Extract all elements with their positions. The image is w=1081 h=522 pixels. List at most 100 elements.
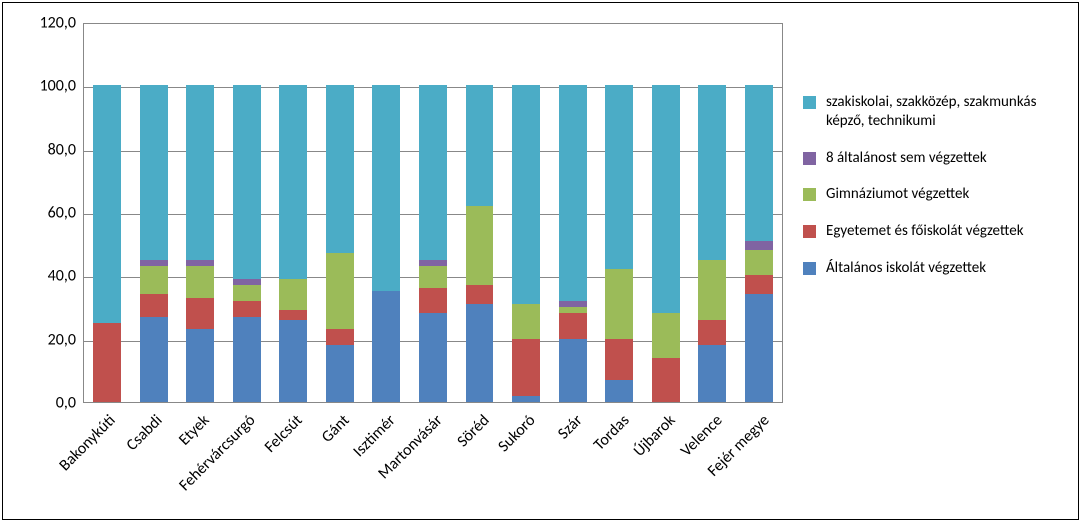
bar-segment-egyetem [605,339,633,380]
category-label: Csabdi [123,411,167,455]
bar-segment-egyetem [186,298,214,330]
bar-slot [363,24,410,402]
bar-segment-szakiskola [419,85,447,259]
bar-segment-gimnazium [466,206,494,285]
bar-segment-egyetem [140,294,168,316]
ytick-label: 60,0 [21,204,76,223]
bar-segment-altalanos [512,396,540,402]
bar-slot [317,24,364,402]
bar-segment-szakiskola [745,85,773,240]
stacked-bar [279,85,307,402]
xlabel-slot: Tordas [596,405,643,515]
bar-segment-szakiskola [652,85,680,313]
bar-segment-altalanos [186,329,214,402]
stacked-bar [698,85,726,402]
bar-segment-egyetem [279,310,307,320]
stacked-bar [326,85,354,402]
ytick-label: 80,0 [21,140,76,159]
bar-segment-altalanos [279,320,307,402]
bar-segment-gimnazium [745,250,773,275]
bar-segment-altalanos [233,317,261,403]
stacked-bar [512,85,540,402]
bar-slot [270,24,317,402]
legend-item-nyolc_alatt: 8 általánost sem végzettek [803,149,1063,168]
chart-frame: 0,020,040,060,080,0100,0120,0 Bakonykúti… [2,2,1079,520]
bar-segment-altalanos [605,380,633,402]
bar-slot [410,24,457,402]
bar-segment-altalanos [559,339,587,402]
bar-segment-szakiskola [140,85,168,259]
stacked-bar [652,85,680,402]
stacked-bar [559,85,587,402]
legend-label: szakiskolai, szakközép, szakmunkás képző… [826,93,1063,131]
xlabel-slot: Csabdi [130,405,177,515]
bar-segment-nyolc_alatt [745,241,773,251]
xlabel-slot: Bakonykúti [83,405,130,515]
bar-segment-szakiskola [233,85,261,278]
bar-segment-altalanos [372,291,400,402]
stacked-bar [605,85,633,402]
category-label: Bakonykúti [56,411,120,475]
stacked-bar [419,85,447,402]
bars-row [84,24,782,402]
legend-swatch [803,188,816,201]
bar-segment-szakiskola [466,85,494,205]
bar-slot [131,24,178,402]
bar-segment-szakiskola [512,85,540,304]
bar-segment-egyetem [326,329,354,345]
stacked-bar [233,85,261,402]
bar-segment-egyetem [512,339,540,396]
bar-slot [596,24,643,402]
ytick-label: 20,0 [21,330,76,349]
bar-segment-altalanos [419,313,447,402]
bar-segment-szakiskola [93,85,121,323]
legend-label: Általános iskolát végzettek [826,259,1063,278]
bar-slot [503,24,550,402]
category-label: Tordas [590,411,633,454]
ytick-label: 40,0 [21,267,76,286]
bar-slot [456,24,503,402]
stacked-bar [140,85,168,402]
bar-segment-egyetem [93,323,121,402]
bar-segment-gimnazium [652,313,680,357]
legend-label: Egyetemet és főiskolát végzettek [826,222,1063,241]
xlabel-slot: Felcsút [270,405,317,515]
bar-segment-egyetem [419,288,447,313]
bar-segment-szakiskola [186,85,214,259]
xlabel-slot: Söréd [456,405,503,515]
category-label: Szár [554,411,586,443]
category-label: Gánt [318,411,354,447]
bar-segment-gimnazium [605,269,633,339]
bar-segment-szakiskola [372,85,400,291]
legend-swatch [803,152,816,165]
legend-item-gimnazium: Gimnáziumot végzettek [803,185,1063,204]
ytick-label: 100,0 [21,77,76,96]
category-label: Söréd [453,411,493,451]
bar-segment-egyetem [466,285,494,304]
xlabel-slot: Gánt [316,405,363,515]
bar-segment-gimnazium [140,266,168,295]
x-axis-labels: BakonykútiCsabdiEtyekFehérvárcsurgóFelcs… [83,405,783,515]
bar-slot [84,24,131,402]
stacked-bar [372,85,400,402]
bar-slot [224,24,271,402]
legend-item-egyetem: Egyetemet és főiskolát végzettek [803,222,1063,241]
bar-segment-szakiskola [279,85,307,278]
bar-slot [735,24,782,402]
bar-segment-altalanos [140,317,168,403]
bar-segment-gimnazium [279,279,307,311]
xlabel-slot: Martonvásár [410,405,457,515]
legend-swatch [803,225,816,238]
ytick-label: 0,0 [21,394,76,413]
category-label: Etyek [175,411,213,449]
bar-segment-altalanos [466,304,494,402]
legend-item-altalanos: Általános iskolát végzettek [803,259,1063,278]
bar-segment-altalanos [698,345,726,402]
bar-slot [549,24,596,402]
bar-slot [689,24,736,402]
stacked-bar [745,85,773,402]
bar-segment-gimnazium [233,285,261,301]
legend-item-szakiskola: szakiskolai, szakközép, szakmunkás képző… [803,93,1063,131]
xlabel-slot: Szár [550,405,597,515]
bar-segment-gimnazium [419,266,447,288]
